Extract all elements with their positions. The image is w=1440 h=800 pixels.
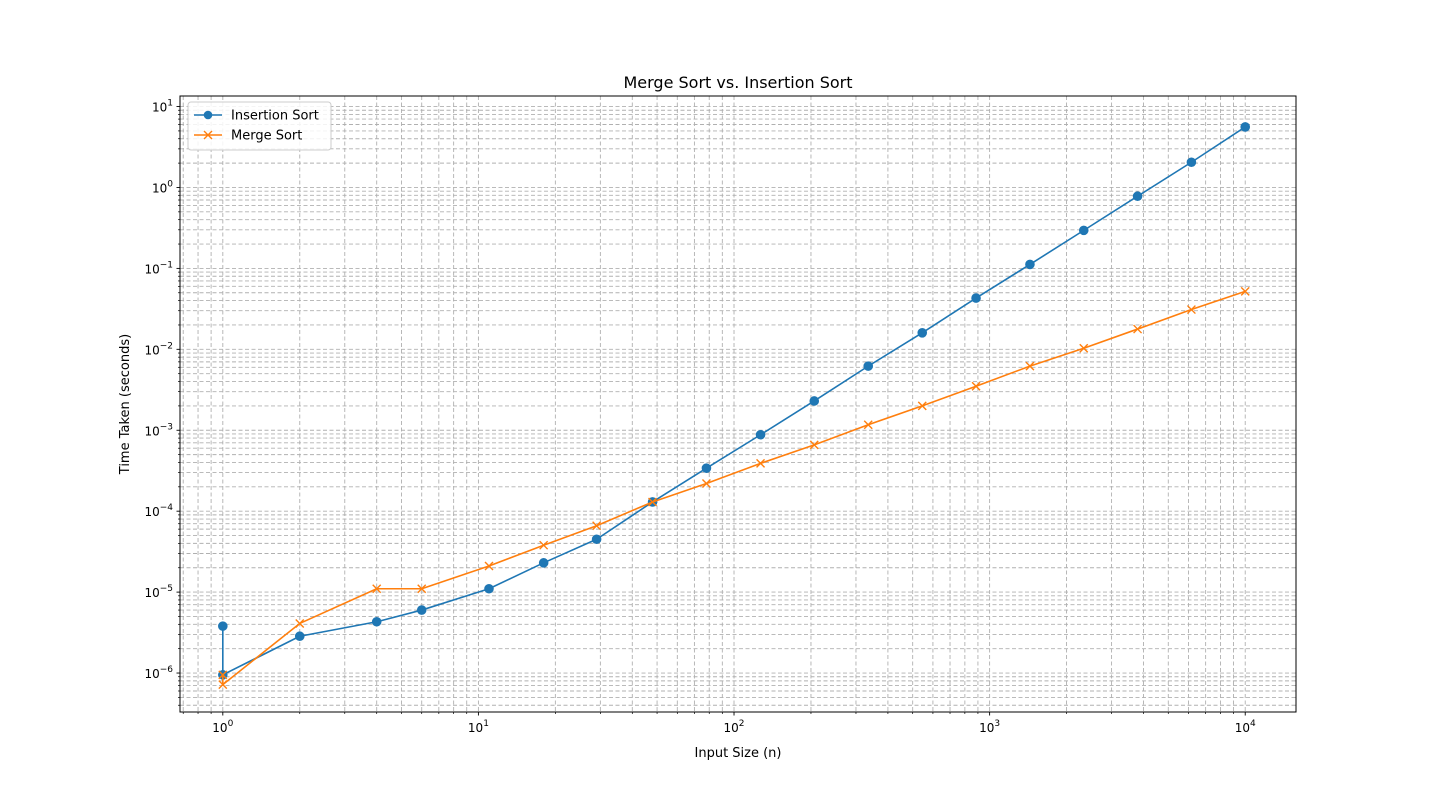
merge-sort-point xyxy=(917,401,927,411)
series-layer xyxy=(218,122,1251,690)
merge-sort-point xyxy=(1025,361,1035,371)
merge-sort-point xyxy=(484,561,494,571)
insertion-sort-point xyxy=(294,631,305,642)
chart-title: Merge Sort vs. Insertion Sort xyxy=(623,73,852,92)
y-tick-label: 101 xyxy=(152,99,173,115)
legend-marker-merge-sort xyxy=(203,130,213,140)
x-tick-label: 101 xyxy=(468,719,489,735)
x-tick-label: 104 xyxy=(1235,719,1256,735)
y-tick-label: 10−2 xyxy=(144,341,173,357)
insertion-sort-point xyxy=(371,616,382,627)
merge-sort-line xyxy=(222,290,1246,686)
merge-sort-point xyxy=(372,584,382,594)
merge-sort-point xyxy=(592,521,602,531)
insertion-sort-point xyxy=(416,605,427,615)
x-tick-label: 100 xyxy=(212,719,233,735)
y-tick-label: 10−3 xyxy=(144,422,173,438)
grid xyxy=(180,96,1296,712)
insertion-sort-point xyxy=(971,293,981,303)
insertion-sort-point xyxy=(1186,157,1197,168)
insertion-sort-point xyxy=(863,361,874,371)
y-tick-label: 10−6 xyxy=(144,665,173,681)
insertion-sort-point xyxy=(1240,122,1251,132)
merge-sort-point xyxy=(756,458,766,468)
merge-sort-point xyxy=(218,680,228,690)
insertion-sort-point xyxy=(538,558,549,568)
insertion-sort-point xyxy=(1078,225,1089,236)
legend-label-insertion-sort: Insertion Sort xyxy=(231,109,319,124)
merge-sort-point xyxy=(1186,305,1196,315)
y-tick-label: 100 xyxy=(152,179,173,195)
merge-sort-point xyxy=(648,497,658,507)
merge-sort-point xyxy=(1240,286,1250,296)
insertion-sort-point xyxy=(701,463,712,473)
merge-sort-point xyxy=(539,540,549,550)
y-tick-label: 10−1 xyxy=(144,260,173,276)
legend-marker-insertion-sort xyxy=(203,110,213,120)
merge-sort-point xyxy=(218,670,228,680)
merge-sort-point xyxy=(417,584,427,594)
insertion-sort-point xyxy=(484,583,494,594)
merge-sort-point xyxy=(863,420,873,430)
x-axis-label: Input Size (n) xyxy=(695,746,782,761)
insertion-sort-point xyxy=(809,396,820,406)
insertion-sort-point xyxy=(917,328,928,338)
insertion-sort-line xyxy=(222,126,1246,676)
insertion-sort-point xyxy=(755,429,766,440)
x-tick-label: 102 xyxy=(724,719,745,735)
y-tick-label: 10−4 xyxy=(144,503,173,519)
legend-box xyxy=(187,101,332,151)
x-tick-label: 103 xyxy=(979,719,1000,735)
insertion-sort-point xyxy=(1025,259,1035,270)
insertion-sort-point xyxy=(1132,191,1143,202)
merge-sort-point xyxy=(1079,343,1089,353)
legend: Insertion Sort Merge Sort xyxy=(187,101,332,151)
merge-sort-point xyxy=(1133,324,1143,334)
y-tick-label: 10−5 xyxy=(144,584,173,600)
ticks: 100 101 102 103 104 10−6 10−5 10−4 10−3 10−2 10−1 1… xyxy=(144,99,1256,735)
y-axis-label: Time Taken (seconds) xyxy=(118,334,133,475)
legend-label-merge-sort: Merge Sort xyxy=(231,129,302,144)
plot-frame xyxy=(179,95,1297,713)
merge-sort-point xyxy=(971,381,981,391)
merge-sort-point xyxy=(701,478,711,488)
insertion-sort-point xyxy=(591,534,602,545)
merge-sort-point xyxy=(809,440,819,450)
merge-sort-point xyxy=(295,618,305,628)
insertion-sort-point xyxy=(218,621,228,631)
